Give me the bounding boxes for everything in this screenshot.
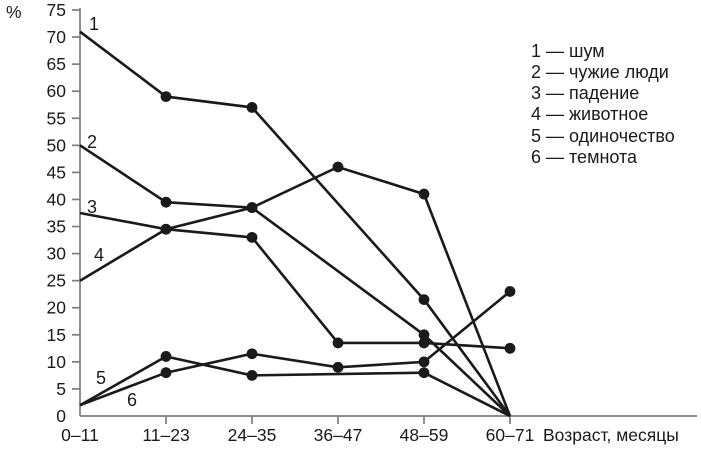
y-tick-label: 15 <box>47 325 66 345</box>
series-line-4 <box>79 165 512 417</box>
y-tick-label: 25 <box>47 271 66 291</box>
legend-item: 5 — одиночество <box>531 126 675 146</box>
series-line-5 <box>79 355 511 418</box>
data-point-series-1 <box>160 91 172 103</box>
x-axis-title: Возраст, месяцы <box>543 425 679 445</box>
series-number-label-1: 1 <box>89 14 99 34</box>
series-number-label-3: 3 <box>87 197 97 217</box>
data-point-series-3 <box>246 231 258 243</box>
data-point-series-3 <box>504 342 516 354</box>
legend-item: 6 — темнота <box>531 147 638 167</box>
data-point-series-3 <box>418 337 430 349</box>
data-point-series-4 <box>160 223 172 235</box>
legend-item: 1 — шум <box>531 41 605 61</box>
legend-item: 4 — животное <box>531 104 648 124</box>
series-number-label-4: 4 <box>94 245 104 265</box>
y-tick-label: 70 <box>47 27 67 47</box>
y-tick-label: 75 <box>47 0 66 20</box>
data-point-series-1 <box>246 102 258 113</box>
y-tick-label: 50 <box>47 135 67 155</box>
data-point-series-5 <box>418 367 430 379</box>
series-number-label-2: 2 <box>87 132 97 152</box>
x-category-label: 60–71 <box>486 425 535 445</box>
y-tick-label: 55 <box>47 108 66 128</box>
series-number-label-5: 5 <box>96 368 106 388</box>
data-point-series-6 <box>418 356 430 368</box>
y-tick-label: 60 <box>47 81 67 101</box>
data-point-series-4 <box>332 161 344 173</box>
x-category-label: 11–23 <box>142 425 189 445</box>
series-line-3 <box>79 211 511 350</box>
data-point-series-4 <box>418 188 430 200</box>
y-tick-label: 40 <box>47 189 67 209</box>
data-point-series-3 <box>332 337 344 349</box>
x-category-label: 48–59 <box>400 425 449 445</box>
series-number-label-6: 6 <box>127 390 137 410</box>
y-tick-label: 5 <box>56 379 66 399</box>
data-point-series-5 <box>160 351 172 362</box>
y-tick-label: 35 <box>47 217 66 237</box>
data-point-series-2 <box>160 196 172 208</box>
y-tick-label: 0 <box>56 406 66 426</box>
data-point-series-4 <box>246 202 258 213</box>
data-point-series-1 <box>418 294 430 306</box>
data-point-series-6 <box>160 367 172 379</box>
x-category-label: 24–35 <box>228 425 277 445</box>
legend: 1 — шум 2 — чужие люди 3 — падение 4 — ж… <box>531 41 675 167</box>
data-point-series-5 <box>246 370 258 381</box>
series-number-labels-layer: 1 2 3 4 5 6 <box>87 14 137 410</box>
y-axis-unit-label: % <box>6 2 22 22</box>
x-category-label: 0–11 <box>61 425 99 445</box>
data-point-series-6 <box>332 361 344 373</box>
series-layer <box>79 30 516 418</box>
series-line-6 <box>79 290 511 407</box>
y-tick-label: 20 <box>47 298 67 318</box>
y-tick-label: 10 <box>47 352 67 372</box>
data-point-series-6 <box>246 348 258 360</box>
data-point-series-6 <box>504 286 516 297</box>
y-tick-label: 45 <box>47 162 66 182</box>
data-point-series-2 <box>418 329 430 341</box>
y-tick-label: 30 <box>47 244 67 264</box>
x-category-label: 36–47 <box>314 425 363 445</box>
y-tick-label: 65 <box>47 54 66 74</box>
legend-item: 3 — падение <box>531 83 639 103</box>
legend-item: 2 — чужие люди <box>531 62 669 82</box>
